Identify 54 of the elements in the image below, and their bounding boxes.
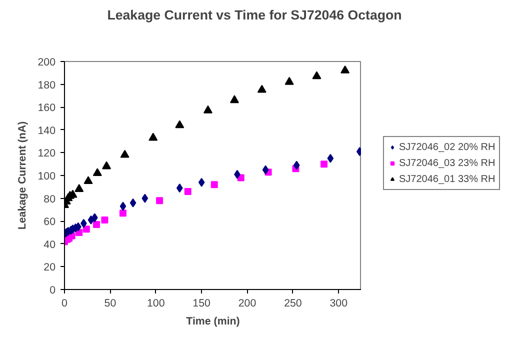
point: [184, 188, 192, 195]
x-tick-label: 50: [104, 298, 116, 310]
y-tick-label: 100: [38, 170, 56, 182]
x-tick-label: 250: [284, 298, 302, 310]
point: [82, 226, 90, 233]
point: [156, 197, 164, 204]
x-tick-label: 0: [62, 298, 68, 310]
point: [101, 216, 108, 224]
y-tick-label: 200: [38, 56, 56, 68]
point: [262, 165, 269, 174]
point: [120, 150, 130, 158]
point: [148, 132, 158, 141]
x-axis-title: Time (min): [186, 316, 240, 328]
y-tick-label: 40: [44, 238, 56, 251]
chart-title: Leakage Current vs Time for SJ72046 Octagon: [107, 8, 402, 22]
point: [119, 210, 126, 217]
point: [230, 95, 239, 104]
y-tick-label: 160: [38, 102, 56, 114]
point: [340, 66, 350, 74]
legend-label: SJ72046_03 23% RH: [399, 157, 496, 169]
point: [92, 221, 100, 228]
point: [74, 184, 84, 192]
y-axis-title: Leakage Current (nA): [16, 120, 29, 230]
point: [327, 154, 334, 163]
x-tick-label: 150: [192, 298, 211, 310]
point: [257, 84, 266, 93]
point: [293, 160, 300, 170]
point: [120, 202, 126, 211]
point: [176, 184, 183, 193]
y-tick-label: 80: [44, 193, 56, 206]
legend-label: SJ72046_02 20% RH: [399, 141, 496, 153]
point: [92, 168, 102, 176]
y-tick-label: 180: [38, 79, 56, 92]
point: [198, 178, 205, 187]
y-tick-label: 60: [44, 216, 56, 228]
point: [175, 120, 184, 128]
point: [102, 161, 112, 170]
point: [130, 198, 136, 208]
legend-label: SJ72046_01 33% RH: [399, 173, 496, 185]
point: [84, 176, 93, 184]
y-tick-label: 20: [44, 262, 56, 274]
point: [312, 71, 322, 80]
x-tick-label: 300: [330, 298, 348, 310]
y-tick-label: 0: [50, 284, 56, 296]
x-tick-label: 100: [146, 298, 165, 310]
point: [320, 160, 328, 168]
x-tick-label: 200: [238, 298, 256, 310]
point: [210, 181, 218, 188]
point: [284, 76, 294, 85]
y-tick-label: 140: [38, 124, 56, 137]
point: [91, 213, 98, 222]
y-tick-label: 120: [38, 148, 56, 160]
point: [203, 105, 212, 114]
point: [142, 194, 148, 203]
